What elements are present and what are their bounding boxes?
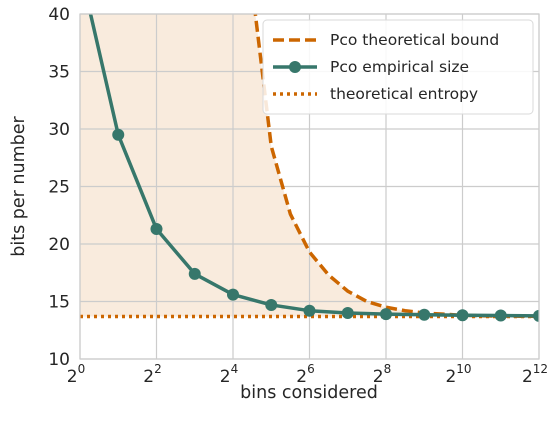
empirical-point [112, 128, 125, 141]
empirical-point [303, 304, 316, 317]
x-tick-label: 24 [220, 362, 238, 387]
legend-label-bound: Pco theoretical bound [330, 31, 499, 49]
y-tick-label: 35 [48, 63, 70, 83]
x-tick-label: 210 [445, 362, 471, 387]
shaded-region [80, 14, 539, 317]
empirical-point [227, 288, 239, 301]
empirical-point [150, 223, 163, 236]
y-tick-label: 30 [48, 120, 70, 140]
y-tick-label: 40 [48, 5, 70, 25]
empirical-point [418, 308, 431, 321]
empirical-point [265, 298, 278, 311]
series-layer [80, 14, 539, 322]
plot-frame [79, 13, 540, 360]
x-axis-label: bins considered [240, 383, 378, 403]
empirical-point [494, 309, 507, 322]
x-axis-ticks: 20 22 24 26 28 210 212 [67, 362, 548, 387]
empirical-point [533, 309, 539, 322]
x-tick-label: 20 [67, 362, 85, 387]
y-tick-label: 10 [48, 350, 70, 370]
empirical-point [341, 307, 354, 319]
empirical-point [456, 309, 469, 322]
y-tick-label: 15 [48, 293, 70, 313]
x-tick-label: 212 [522, 362, 548, 387]
legend-label-entropy: theoretical entropy [330, 85, 478, 103]
legend-label-empirical: Pco empirical size [330, 58, 469, 76]
x-tick-label: 22 [143, 362, 161, 387]
legend-box [262, 19, 534, 115]
bound-shaded-area [80, 14, 539, 317]
x-tick-label: 26 [296, 362, 314, 387]
legend-marker-empirical [289, 61, 301, 73]
empirical-point [188, 267, 201, 280]
empirical-point [380, 308, 392, 321]
y-tick-label: 25 [48, 178, 70, 198]
y-axis-label: bits per number [9, 115, 29, 256]
legend: Pco theoretical bound Pco empirical size… [262, 19, 534, 115]
x-tick-label: 28 [373, 362, 391, 387]
y-tick-label: 20 [48, 235, 70, 255]
y-axis-ticks: 10 15 20 25 30 35 40 [48, 5, 70, 370]
